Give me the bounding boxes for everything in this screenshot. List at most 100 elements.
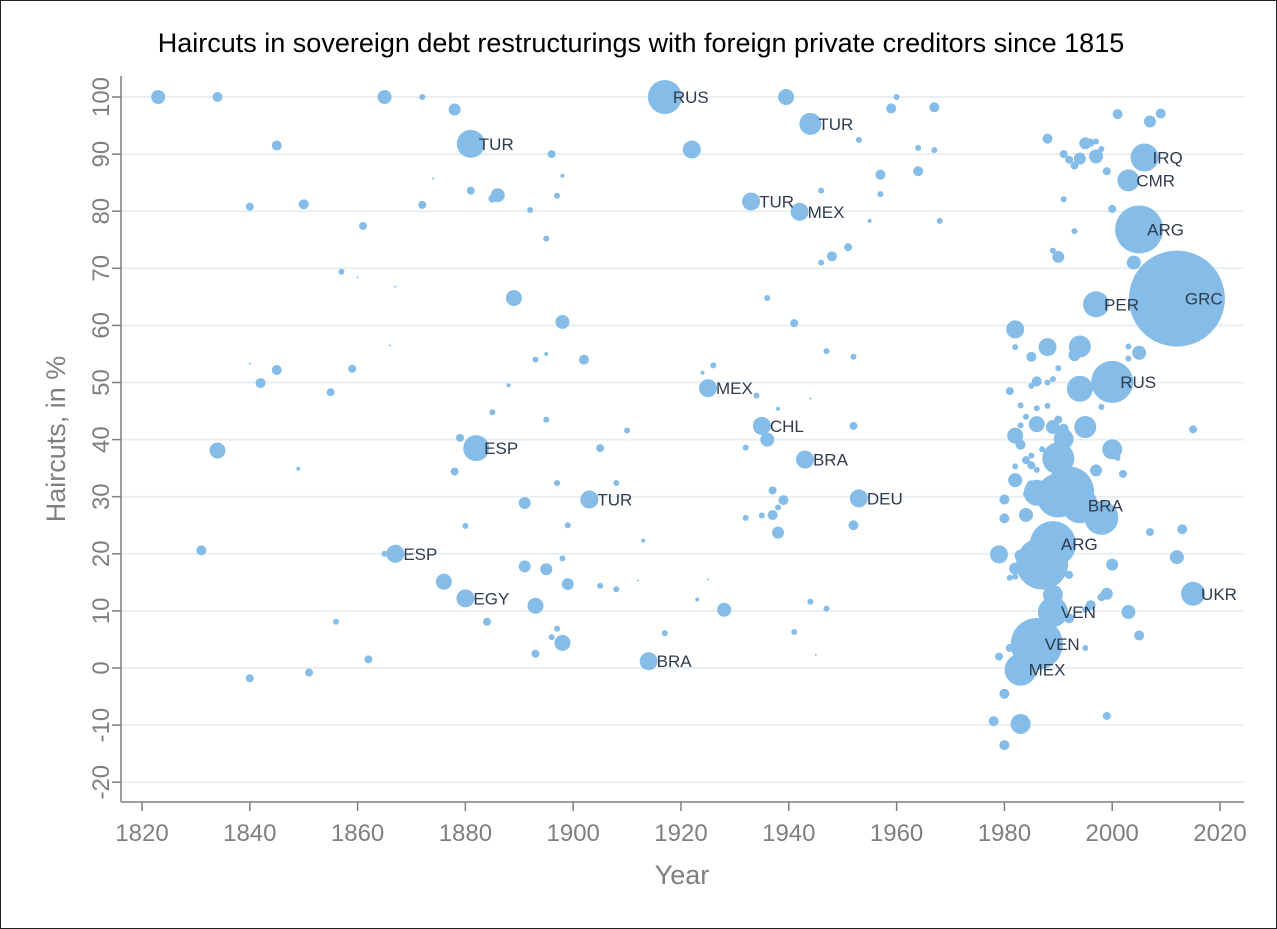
data-point (1073, 152, 1086, 165)
data-point (1014, 549, 1027, 562)
data-point (1115, 205, 1164, 254)
data-point (381, 550, 388, 557)
data-point (597, 582, 604, 589)
point-label: ESP (484, 439, 518, 458)
data-point (559, 555, 566, 562)
data-point (1145, 528, 1154, 537)
axes: -20 -10 0 10 20 30 40 50 60 70 80 90 100 1820 1840 1860… (88, 76, 1247, 847)
data-point (790, 319, 799, 328)
data-point (695, 597, 700, 602)
data-point (849, 421, 858, 430)
data-point (818, 187, 825, 194)
y-tick-label: 60 (88, 312, 115, 339)
data-point (540, 563, 553, 576)
data-point (1029, 521, 1076, 568)
data-point (768, 486, 777, 495)
data-point (752, 416, 771, 435)
data-point (1097, 593, 1106, 602)
data-point (742, 514, 749, 521)
data-point (1033, 466, 1040, 473)
data-point (1086, 138, 1095, 147)
y-axis-title: Haircuts, in % (41, 356, 71, 523)
data-point (554, 625, 561, 632)
data-point (717, 602, 732, 617)
data-point (527, 207, 534, 214)
data-point (333, 618, 340, 625)
y-tick-label: -20 (88, 765, 115, 800)
data-point (543, 235, 550, 242)
data-point (560, 173, 565, 178)
data-point (875, 169, 886, 180)
point-label: EGY (473, 589, 509, 608)
point-label: DEU (867, 489, 903, 508)
data-point (855, 136, 862, 143)
data-point (1048, 449, 1057, 458)
data-point (1042, 584, 1063, 605)
data-point (1031, 376, 1042, 387)
point-label: CHL (770, 417, 804, 436)
data-point (1033, 405, 1040, 412)
data-point (1006, 320, 1025, 339)
data-point (1018, 507, 1033, 522)
data-point (338, 268, 345, 275)
data-point (706, 578, 709, 581)
data-point (1169, 550, 1184, 565)
data-point (760, 432, 775, 447)
point-labels: RUS TUR TUR TUR MEX MEX CHL ESP BRA TUR DEU ESP EGY B… (403, 88, 1237, 680)
data-point (1132, 345, 1147, 360)
data-point (356, 276, 359, 279)
data-point (386, 544, 405, 563)
data-point (418, 200, 427, 209)
data-point (1044, 402, 1051, 409)
data-point (1053, 429, 1074, 450)
data-point (1118, 469, 1127, 478)
data-point (531, 649, 540, 658)
data-point (778, 89, 795, 105)
data-point (364, 655, 373, 664)
data-point (388, 344, 391, 347)
data-point (450, 467, 459, 476)
data-point (1065, 570, 1074, 579)
data-point (742, 444, 749, 451)
data-point (543, 416, 550, 423)
data-point (456, 129, 485, 158)
data-point (466, 186, 475, 195)
data-point (1143, 115, 1156, 128)
data-point (661, 630, 668, 637)
data-point (564, 522, 571, 529)
data-point (867, 218, 872, 223)
data-point (377, 90, 392, 104)
data-point (518, 560, 531, 573)
data-point (776, 406, 781, 411)
data-point (578, 354, 589, 365)
data-point (1128, 250, 1225, 347)
data-point (915, 144, 922, 151)
data-point (1012, 463, 1019, 470)
point-label: BRA (1088, 496, 1124, 515)
data-point (791, 629, 798, 636)
data-point (641, 538, 646, 543)
y-tick-label: -10 (88, 708, 115, 743)
y-tick-label: 70 (88, 255, 115, 282)
data-point (1028, 416, 1045, 433)
x-tick-label: 1920 (654, 820, 707, 847)
data-point (823, 605, 830, 612)
data-point (814, 653, 817, 656)
data-point (1058, 423, 1069, 434)
data-point (1177, 524, 1188, 535)
data-point (1112, 109, 1123, 120)
data-point (255, 378, 266, 389)
data-point (482, 617, 491, 626)
gridlines (121, 96, 1244, 784)
y-tick-label: 0 (88, 661, 115, 674)
data-point (807, 598, 814, 605)
data-point (358, 222, 367, 231)
data-point (844, 243, 853, 252)
data-point (775, 504, 782, 511)
data-point (554, 634, 571, 651)
x-tick-label: 1880 (439, 820, 492, 847)
data-point (848, 520, 859, 531)
data-point (639, 652, 658, 671)
chart-title: Haircuts in sovereign debt restructuring… (158, 28, 1124, 58)
